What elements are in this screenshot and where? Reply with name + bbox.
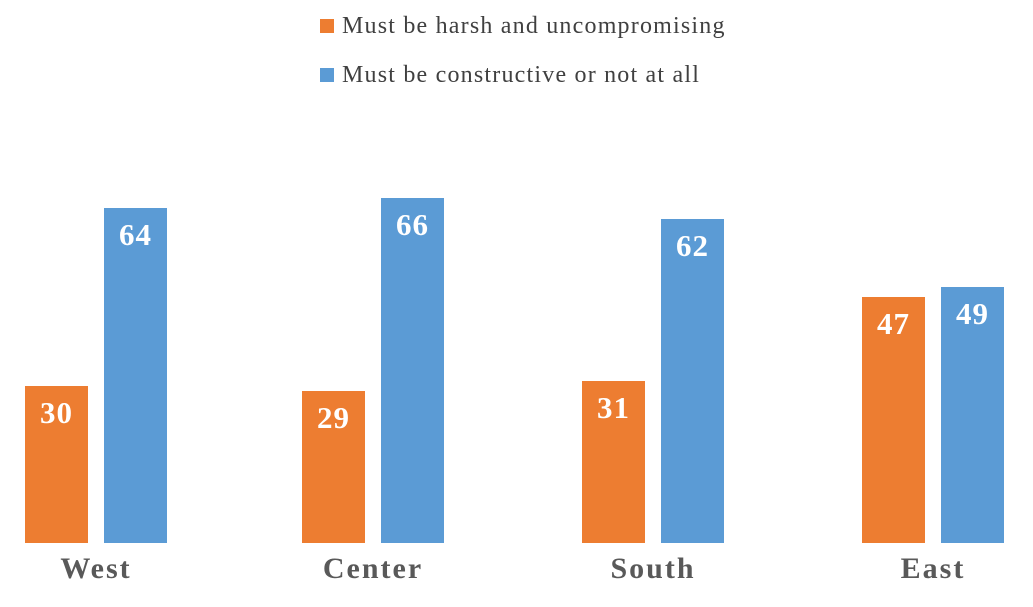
legend-item-constructive: Must be constructive or not at all [320, 60, 726, 90]
legend-swatch-orange-icon [320, 19, 334, 33]
bar-value-label: 66 [396, 207, 429, 242]
bar-west-harsh: 30 [25, 386, 88, 543]
bar-east-constructive: 49 [941, 287, 1004, 543]
bar-east-harsh: 47 [862, 297, 925, 543]
legend-label-constructive: Must be constructive or not at all [342, 61, 701, 88]
bar-value-label: 31 [597, 390, 630, 425]
bar-south-harsh: 31 [582, 381, 645, 543]
category-label-south: South [610, 552, 696, 585]
bar-value-label: 49 [956, 296, 989, 331]
legend-swatch-blue-icon [320, 68, 334, 82]
chart-legend: Must be harsh and uncompromising Must be… [320, 11, 726, 109]
bar-south-constructive: 62 [661, 219, 724, 543]
bar-value-label: 47 [877, 306, 910, 341]
category-label-west: West [60, 552, 132, 585]
category-label-center: Center [322, 552, 424, 585]
legend-label-harsh: Must be harsh and uncompromising [342, 12, 726, 39]
bar-center-harsh: 29 [302, 391, 365, 543]
category-label-east: East [900, 552, 966, 585]
bar-west-constructive: 64 [104, 208, 167, 543]
bar-value-label: 62 [676, 228, 709, 263]
bar-center-constructive: 66 [381, 198, 444, 543]
bar-value-label: 30 [40, 395, 73, 430]
legend-item-harsh: Must be harsh and uncompromising [320, 11, 726, 41]
bar-value-label: 29 [317, 400, 350, 435]
bar-value-label: 64 [119, 217, 152, 252]
